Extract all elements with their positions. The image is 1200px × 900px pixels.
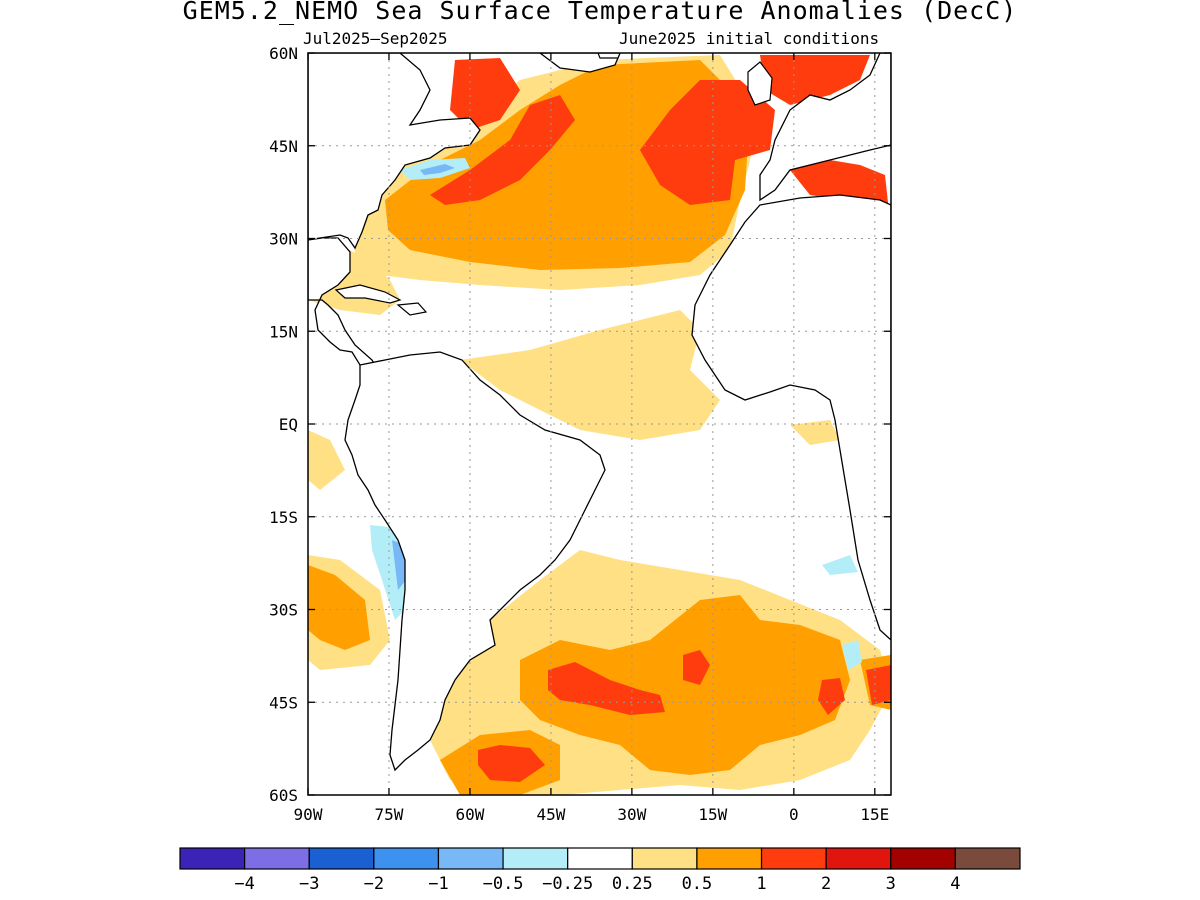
colorbar-label: 2 [821,874,831,894]
anomaly-field [450,58,520,130]
colorbar-label: 4 [950,874,960,894]
lat-tick-label: 15N [269,322,298,341]
lon-tick-label: 45W [536,805,565,824]
lon-tick-label: 90W [294,805,323,824]
anomaly-field [822,555,858,575]
colorbar-swatch [890,847,956,870]
lon-tick-label: 0 [789,805,799,824]
anomaly-field [420,164,455,175]
anomaly-field [548,662,665,715]
colorbar-swatch [437,847,504,870]
anomaly-field [308,565,370,650]
anomaly-field [385,60,750,270]
anomaly-field [842,640,862,670]
lon-tick-label: 60W [455,805,484,824]
chart-title: GEM5.2_NEMO Sea Surface Temperature Anom… [182,0,1018,25]
anomaly-field [790,420,840,445]
colorbar-label: 0.5 [682,874,713,894]
colorbar-label: −0.5 [483,874,524,894]
colorbar-swatch [179,847,246,870]
land-masses [308,53,891,772]
grid-lines [308,53,891,795]
colorbar: −4 −3 −2 −1 −0.5 −0.25 0.25 0.5 1 2 3 4 [179,847,1021,894]
colorbar-label: −4 [234,874,254,894]
land-iceland [597,53,621,59]
colorbar-swatch [954,847,1021,870]
colorbar-swatch [631,847,698,870]
colorbar-label: −0.25 [542,874,593,894]
colorbar-swatch [502,847,569,870]
land-hispaniola [396,302,428,316]
land-north-america [308,53,481,250]
colorbar-label: 1 [756,874,766,894]
lat-tick-label: EQ [279,415,298,434]
anomaly-field [683,650,710,685]
colorbar-label: 3 [886,874,896,894]
land-africa [691,194,891,641]
longitude-axis: 90W 75W 60W 45W 30W 15W 0 15E [294,53,889,824]
colorbar-swatch [825,847,892,870]
land-cuba [334,284,402,304]
initial-conditions: June2025 initial conditions [619,29,880,48]
anomaly-field [430,95,575,205]
land-europe [759,53,891,202]
land-british-isles [747,61,773,106]
colorbar-swatch [760,847,827,870]
lat-tick-label: 45N [269,137,298,156]
lat-tick-label: 15S [269,508,298,527]
anomaly-field [520,595,850,775]
colorbar-label: −2 [364,874,384,894]
colorbar-swatch [308,847,375,870]
colorbar-label: −3 [299,874,319,894]
colorbar-swatch [696,847,763,870]
lat-tick-label: 30S [269,601,298,620]
lon-tick-label: 15W [698,805,727,824]
anomaly-field [308,430,345,490]
latitude-axis: 60N 45N 30N 15N EQ 15S 30S 45S 60S [269,44,891,805]
lon-tick-label: 30W [617,805,646,824]
anomaly-field [866,665,891,705]
colorbar-label: 0.25 [612,874,653,894]
lon-tick-label: 75W [375,805,404,824]
anomaly-field [460,310,720,440]
colorbar-label: −1 [428,874,448,894]
anomaly-field [478,745,545,782]
colorbar-swatch [373,847,440,870]
anomaly-field [818,678,845,715]
colorbar-swatch [244,847,310,870]
forecast-period: Jul2025–Sep2025 [303,29,448,48]
lat-tick-label: 60S [269,786,298,805]
lat-tick-label: 60N [269,44,298,63]
lat-tick-label: 30N [269,230,298,249]
colorbar-swatch [567,847,633,870]
anomaly-field [640,80,775,205]
anomaly-field [760,55,870,105]
lat-tick-label: 45S [269,693,298,712]
land-central-america [308,237,380,372]
lon-tick-label: 15E [860,805,889,824]
land-south-america [344,351,606,772]
